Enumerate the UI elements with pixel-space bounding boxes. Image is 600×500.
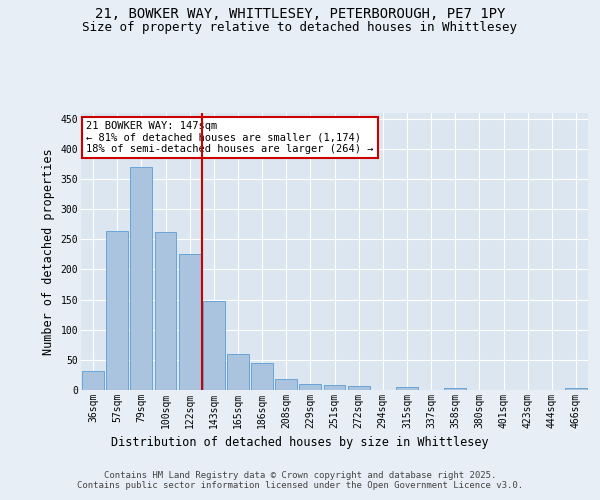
Text: Contains public sector information licensed under the Open Government Licence v3: Contains public sector information licen…: [77, 482, 523, 490]
Bar: [106, 232, 128, 390]
Text: 21 BOWKER WAY: 147sqm
← 81% of detached houses are smaller (1,174)
18% of semi-d: 21 BOWKER WAY: 147sqm ← 81% of detached …: [86, 121, 374, 154]
Bar: [227, 354, 249, 390]
Bar: [203, 300, 224, 390]
Bar: [251, 363, 273, 390]
Bar: [348, 386, 370, 390]
Bar: [130, 167, 152, 390]
Bar: [445, 388, 466, 390]
Text: 21, BOWKER WAY, WHITTLESEY, PETERBOROUGH, PE7 1PY: 21, BOWKER WAY, WHITTLESEY, PETERBOROUGH…: [95, 8, 505, 22]
Y-axis label: Number of detached properties: Number of detached properties: [42, 148, 55, 354]
Text: Size of property relative to detached houses in Whittlesey: Size of property relative to detached ho…: [83, 21, 517, 34]
Bar: [179, 254, 200, 390]
Bar: [82, 372, 104, 390]
Bar: [155, 232, 176, 390]
Bar: [323, 385, 346, 390]
Text: Contains HM Land Registry data © Crown copyright and database right 2025.: Contains HM Land Registry data © Crown c…: [104, 472, 496, 480]
Text: Distribution of detached houses by size in Whittlesey: Distribution of detached houses by size …: [111, 436, 489, 449]
Bar: [396, 387, 418, 390]
Bar: [565, 388, 587, 390]
Bar: [299, 384, 321, 390]
Bar: [275, 379, 297, 390]
